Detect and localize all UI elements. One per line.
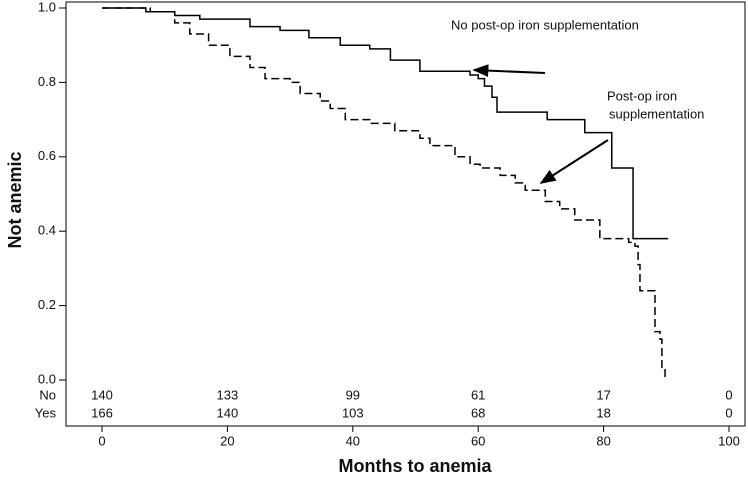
- x-tick-label: 40: [346, 433, 360, 448]
- risk-count: 103: [342, 405, 364, 420]
- y-tick-label: 0.6: [38, 148, 56, 163]
- annotation: Post-op iron: [607, 88, 677, 103]
- y-tick-label: 0.4: [38, 223, 56, 238]
- risk-row-label: Yes: [35, 405, 57, 420]
- arrow: [472, 64, 546, 78]
- risk-count: 61: [471, 387, 485, 402]
- x-tick-label: 0: [98, 433, 105, 448]
- risk-count: 140: [91, 387, 113, 402]
- y-tick-label: 0.2: [38, 297, 56, 312]
- annotation: supplementation: [609, 106, 704, 121]
- x-tick-label: 100: [718, 433, 740, 448]
- x-tick-label: 80: [596, 433, 610, 448]
- y-axis-title: Not anemic: [5, 151, 25, 248]
- x-axis-title: Months to anemia: [338, 456, 492, 476]
- y-tick-label: 0.8: [38, 74, 56, 89]
- risk-count: 17: [596, 387, 610, 402]
- x-tick-label: 20: [220, 433, 234, 448]
- survival-curve: [102, 7, 669, 240]
- risk-count: 0: [725, 387, 732, 402]
- arrow: [539, 139, 609, 184]
- risk-count: 18: [596, 405, 610, 420]
- risk-count: 133: [217, 387, 239, 402]
- y-tick-label: 0.0: [38, 371, 56, 386]
- plot-frame: [65, 1, 746, 427]
- x-tick-label: 60: [471, 433, 485, 448]
- y-tick-label: 1.0: [38, 0, 56, 14]
- risk-count: 68: [471, 405, 485, 420]
- risk-count: 0: [725, 405, 732, 420]
- risk-count: 140: [217, 405, 239, 420]
- risk-count: 166: [91, 405, 113, 420]
- risk-row-label: No: [39, 387, 56, 402]
- annotation: No post-op iron supplementation: [451, 17, 639, 32]
- survival-curve: [102, 7, 666, 380]
- risk-count: 99: [346, 387, 360, 402]
